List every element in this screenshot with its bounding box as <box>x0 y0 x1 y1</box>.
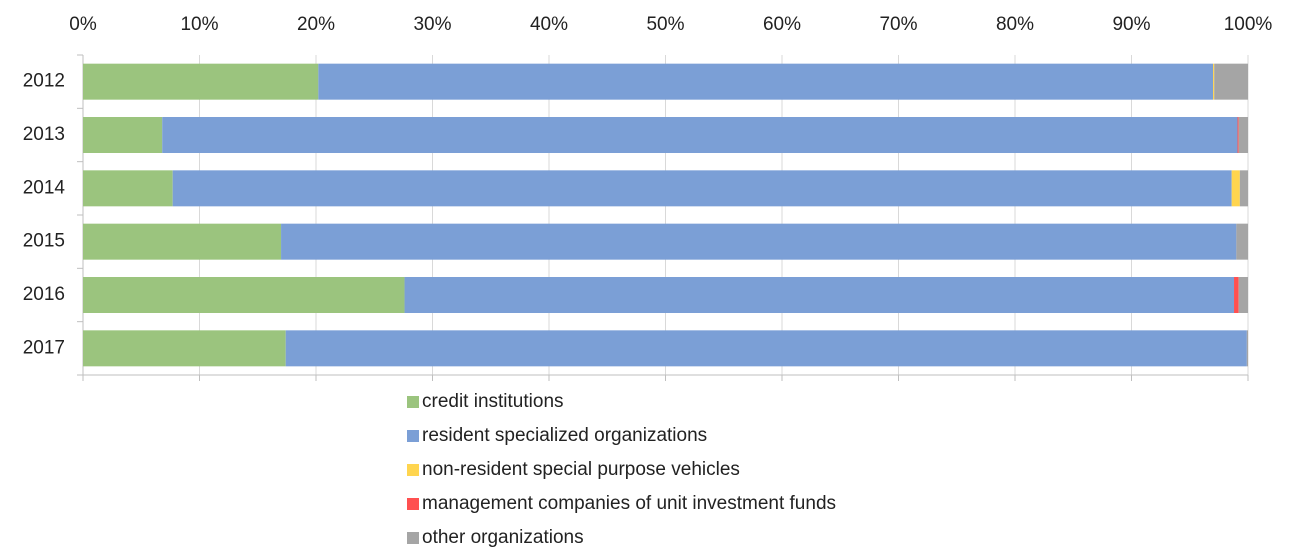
bar-segment <box>162 117 1238 153</box>
bar-segment <box>1236 223 1248 260</box>
bar-segment <box>285 330 1247 367</box>
x-tick-label: 40% <box>530 14 568 35</box>
x-tick-label: 100% <box>1224 14 1273 35</box>
y-tick-label: 2014 <box>23 177 66 198</box>
y-tick-label: 2017 <box>23 337 65 358</box>
y-tick-label: 2015 <box>23 231 65 252</box>
bar-segment <box>1231 170 1240 207</box>
bar-segment <box>1246 330 1248 367</box>
legend-swatch <box>407 498 419 510</box>
bar-segment <box>1239 170 1248 207</box>
bar-segment <box>83 223 282 260</box>
x-tick-label: 10% <box>180 14 218 35</box>
y-tick-label: 2016 <box>23 284 65 305</box>
y-tick-label: 2013 <box>23 124 65 145</box>
bar-segment <box>1238 117 1248 153</box>
legend-label: management companies of unit investment … <box>422 493 836 514</box>
x-tick-label: 60% <box>763 14 801 35</box>
legend-swatch <box>407 396 419 408</box>
legend-swatch <box>407 532 419 544</box>
bar-segment <box>83 63 319 100</box>
legend-label: non-resident special purpose vehicles <box>422 459 740 480</box>
bar-segment <box>1238 277 1248 313</box>
x-tick-label: 20% <box>297 14 335 35</box>
bar-segment <box>1213 63 1215 100</box>
bar-segment <box>83 117 163 153</box>
bar-segment <box>83 277 405 313</box>
legend-swatch <box>407 430 419 442</box>
bar-segment <box>1214 63 1248 100</box>
x-tick-label: 70% <box>879 14 917 35</box>
bar-segment <box>83 170 173 207</box>
x-tick-label: 30% <box>413 14 451 35</box>
bar-segment <box>281 223 1237 260</box>
legend-label: resident specialized organizations <box>422 425 707 446</box>
legend-label: credit institutions <box>422 391 564 412</box>
y-tick-label: 2012 <box>23 71 65 92</box>
x-tick-label: 0% <box>69 14 97 35</box>
bar-segment <box>83 330 286 367</box>
bar-segment <box>318 63 1214 100</box>
x-tick-label: 80% <box>996 14 1034 35</box>
bar-segment <box>1234 277 1239 313</box>
legend-label: other organizations <box>422 527 584 548</box>
bar-segment <box>404 277 1235 313</box>
legend-swatch <box>407 464 419 476</box>
bar-segment <box>1237 117 1239 153</box>
bar-segment <box>172 170 1232 207</box>
x-tick-label: 50% <box>646 14 684 35</box>
x-tick-label: 90% <box>1112 14 1150 35</box>
